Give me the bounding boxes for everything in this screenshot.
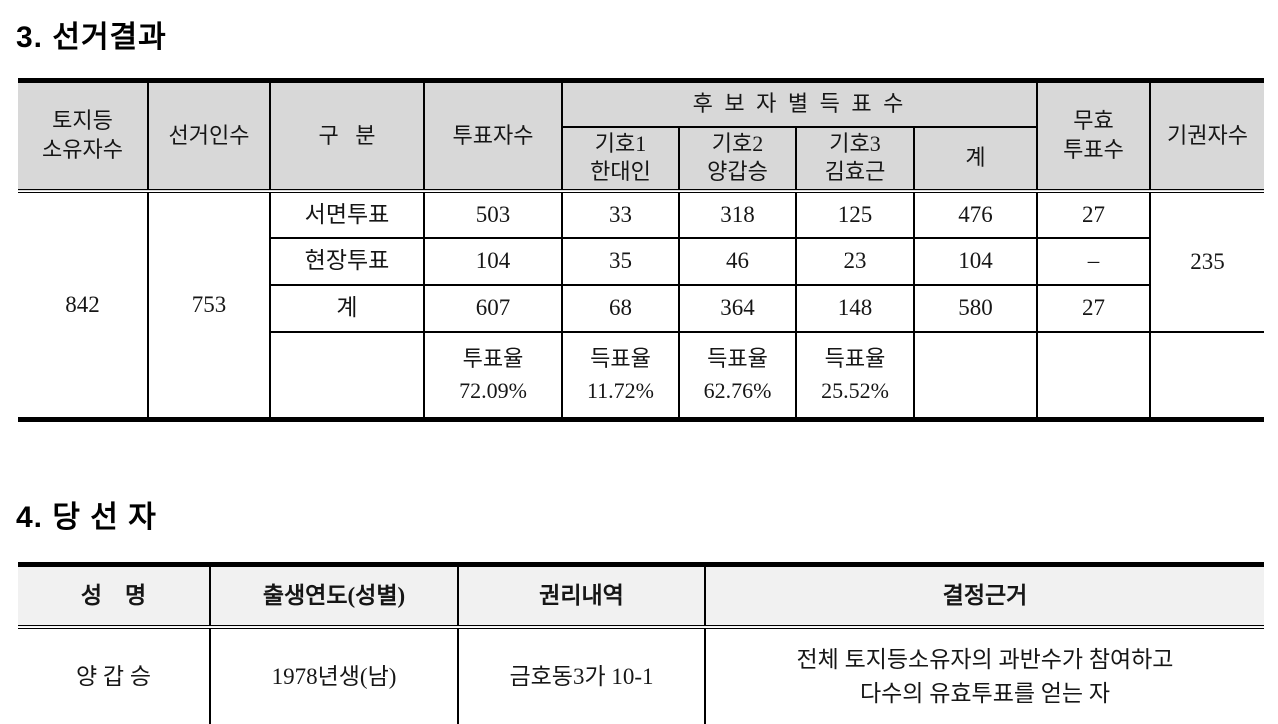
category-cell: 서면투표: [269, 189, 425, 239]
empty-total-cell: [913, 330, 1038, 421]
candidate2-votes-cell: 364: [678, 283, 797, 333]
voters-cell: 104: [423, 236, 563, 286]
header-category: 구 분: [269, 79, 425, 193]
winner-basis-cell: 전체 토지등소유자의 과반수가 참여하고 다수의 유효투표를 얻는 자: [704, 625, 1265, 724]
header-row-top: 토지등 소유자수 선거인수 구 분 투표자수 후 보 자 별 득 표 수 무효 …: [17, 79, 1265, 193]
landowners-count-cell: 842: [17, 189, 149, 421]
winner-row: 양 갑 승 1978년생(남) 금호동3가 10-1 전체 토지등소유자의 과반…: [17, 625, 1265, 724]
header-votes-by-candidate: 후 보 자 별 득 표 수: [561, 79, 1038, 128]
header-voters: 투표자수: [423, 79, 563, 193]
electors-count-cell: 753: [147, 189, 271, 421]
empty-category-cell: [269, 330, 425, 421]
abstentions-count-cell: 235: [1149, 189, 1265, 333]
mail-vote-row: 842 753 서면투표 503 33 318 125 476 27 235: [17, 189, 1265, 421]
header-candidate1: 기호1 한대인: [561, 125, 680, 193]
winner-rights-cell: 금호동3가 10-1: [457, 625, 706, 724]
voters-cell: 503: [423, 189, 563, 239]
header-rights: 권리내역: [457, 563, 706, 629]
header-candidate2: 기호2 양갑승: [678, 125, 797, 193]
candidate1-votes-cell: 33: [561, 189, 680, 239]
candidate1-rate-cell: 득표율 11.72%: [561, 330, 680, 421]
candidate3-votes-cell: 125: [795, 189, 915, 239]
invalid-votes-cell: –: [1036, 236, 1151, 286]
empty-invalid-cell: [1036, 330, 1151, 421]
category-cell: 현장투표: [269, 236, 425, 286]
empty-abstentions-cell: [1149, 330, 1265, 421]
voters-cell: 607: [423, 283, 563, 333]
candidate3-votes-cell: 23: [795, 236, 915, 286]
header-decision-basis: 결정근거: [704, 563, 1265, 629]
header-total: 계: [913, 125, 1038, 193]
header-landowners: 토지등 소유자수: [17, 79, 149, 193]
header-name: 성 명: [17, 563, 211, 629]
candidate2-votes-cell: 318: [678, 189, 797, 239]
winner-name-cell: 양 갑 승: [17, 625, 211, 724]
onsite-vote-row: 현장투표 104 35 46 23 104 –: [18, 236, 1264, 286]
invalid-votes-cell: 27: [1036, 283, 1151, 333]
invalid-votes-cell: 27: [1036, 189, 1151, 239]
section3-title: 3. 선거결과: [16, 21, 167, 54]
winner-header-row: 성 명 출생연도(성별) 권리내역 결정근거: [17, 563, 1265, 629]
total-votes-cell: 476: [913, 189, 1038, 239]
candidate1-votes-cell: 35: [561, 236, 680, 286]
header-row-candidates: 기호1 한대인 기호2 양갑승 기호3 김효근 계: [18, 125, 1264, 193]
rates-row: 투표율 72.09% 득표율 11.72% 득표율 62.76% 득표율 25.…: [18, 330, 1265, 421]
winner-table: 성 명 출생연도(성별) 권리내역 결정근거 양 갑 승 1978년생(남) 금…: [17, 562, 1265, 724]
winner-birth-cell: 1978년생(남): [209, 625, 459, 724]
header-electors: 선거인수: [147, 79, 271, 193]
category-cell: 계: [269, 283, 425, 333]
header-abstentions: 기권자수: [1149, 79, 1265, 193]
candidate3-votes-cell: 148: [795, 283, 915, 333]
election-results-table: 토지등 소유자수 선거인수 구 분 투표자수 후 보 자 별 득 표 수 무효 …: [17, 78, 1265, 423]
total-votes-cell: 580: [913, 283, 1038, 333]
turnout-rate-cell: 투표율 72.09%: [423, 330, 563, 421]
candidate1-votes-cell: 68: [561, 283, 680, 333]
header-invalid-votes: 무효 투표수: [1036, 79, 1151, 193]
total-votes-cell: 104: [913, 236, 1038, 286]
candidate2-votes-cell: 46: [678, 236, 797, 286]
header-birth-year: 출생연도(성별): [209, 563, 459, 629]
section4-title: 4. 당 선 자: [16, 501, 157, 535]
total-row: 계 607 68 364 148 580 27: [18, 283, 1264, 333]
header-candidate3: 기호3 김효근: [795, 125, 915, 193]
candidate2-rate-cell: 득표율 62.76%: [678, 330, 797, 421]
candidate3-rate-cell: 득표율 25.52%: [795, 330, 915, 421]
